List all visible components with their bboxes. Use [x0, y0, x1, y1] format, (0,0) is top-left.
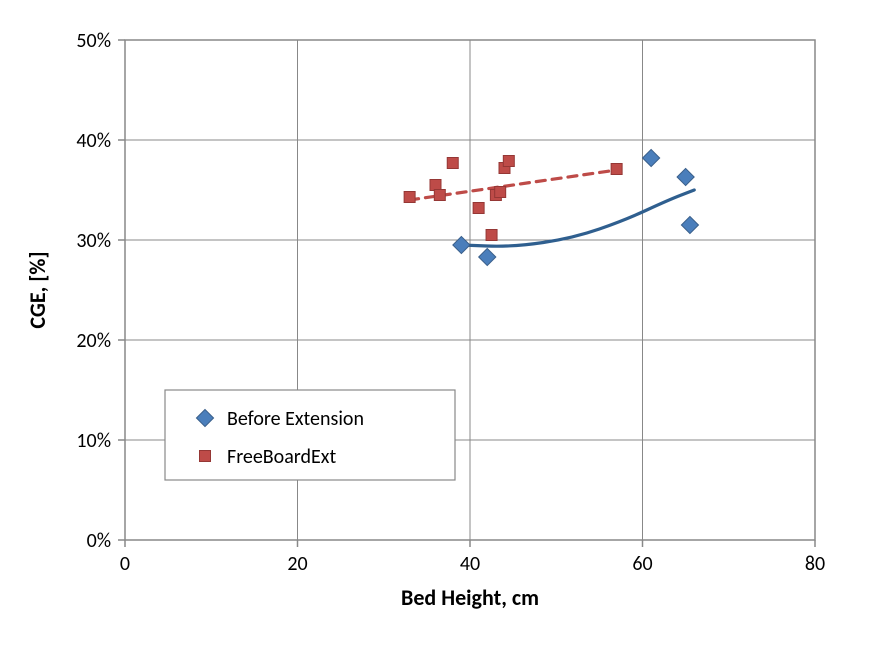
data-point — [486, 230, 497, 241]
svg-text:10%: 10% — [76, 429, 111, 453]
data-point — [503, 156, 514, 167]
x-axis-title: Bed Height, cm — [401, 584, 539, 611]
chart-svg: 0 20 40 60 80 0% 10% 20% 30% 40% 50% Bed Height, cm… — [0, 0, 881, 651]
data-point — [447, 158, 458, 169]
data-point — [473, 203, 484, 214]
legend-label: Before Extension — [227, 407, 364, 431]
legend: Before Extension FreeBoardExt — [165, 390, 455, 480]
data-point — [611, 164, 622, 175]
data-point — [404, 192, 415, 203]
svg-text:20: 20 — [287, 552, 307, 576]
scatter-chart: 0 20 40 60 80 0% 10% 20% 30% 40% 50% Bed Height, cm… — [0, 0, 881, 651]
data-point — [495, 187, 506, 198]
data-point — [434, 190, 445, 201]
data-point — [430, 180, 441, 191]
svg-text:0: 0 — [120, 552, 130, 576]
svg-text:40: 40 — [460, 552, 480, 576]
svg-text:20%: 20% — [76, 329, 111, 353]
svg-text:0%: 0% — [87, 529, 111, 553]
svg-text:50%: 50% — [76, 29, 111, 53]
y-axis-title: CGE, [%] — [24, 251, 51, 328]
svg-text:80: 80 — [805, 552, 825, 576]
svg-text:60: 60 — [632, 552, 652, 576]
svg-text:40%: 40% — [76, 129, 111, 153]
svg-text:30%: 30% — [76, 229, 111, 253]
legend-label: FreeBoardExt — [227, 445, 337, 469]
